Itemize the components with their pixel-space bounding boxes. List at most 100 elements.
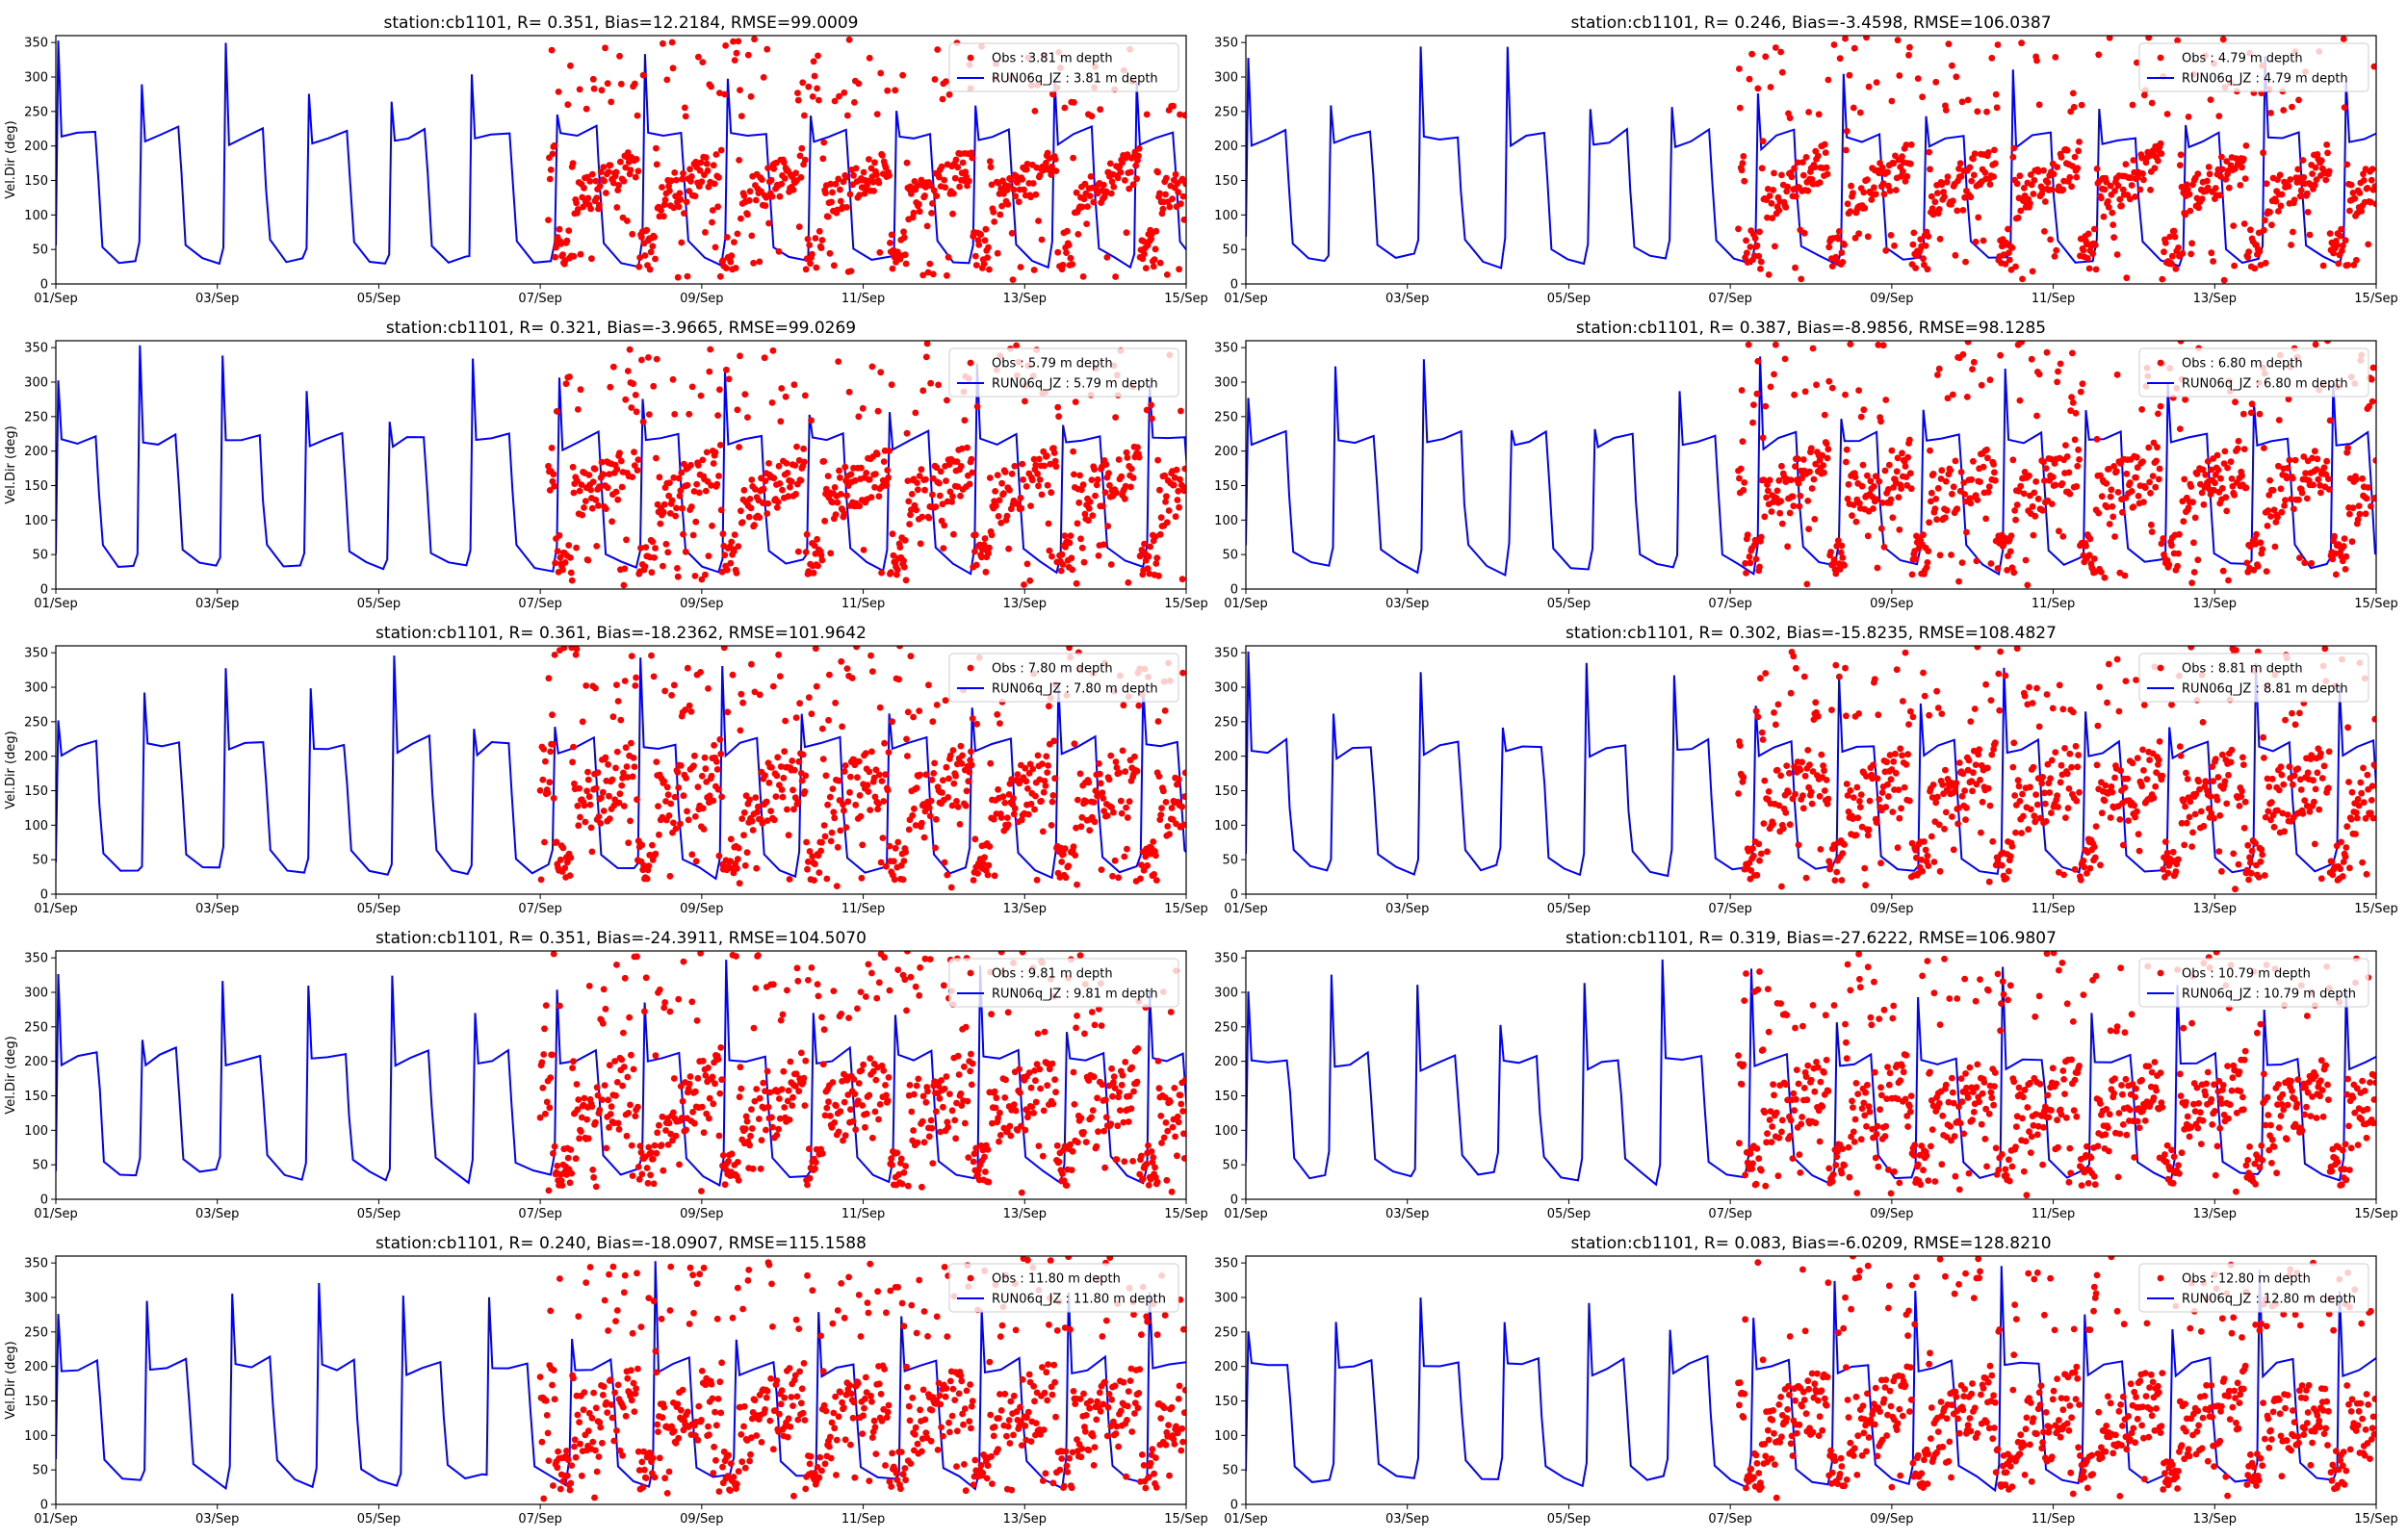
obs-point — [682, 548, 689, 555]
obs-point — [996, 720, 1003, 727]
obs-point — [1825, 446, 1832, 453]
obs-point — [1825, 795, 1832, 803]
obs-point — [968, 149, 975, 157]
obs-point — [599, 788, 607, 796]
obs-point — [807, 260, 814, 268]
obs-point — [703, 160, 711, 167]
obs-point — [628, 1142, 635, 1149]
obs-point — [573, 544, 580, 552]
obs-point — [540, 746, 548, 753]
obs-point — [597, 820, 605, 827]
obs-point — [592, 784, 600, 792]
obs-point — [2140, 91, 2148, 99]
obs-point — [1856, 500, 1863, 507]
obs-point — [1797, 766, 1804, 774]
chart-title: station:cb1101, R= 0.302, Bias=-15.8235,… — [1566, 624, 2057, 643]
obs-point — [622, 396, 630, 403]
obs-point — [2124, 775, 2132, 783]
obs-point — [835, 175, 842, 183]
obs-point — [594, 769, 602, 777]
obs-point — [2267, 816, 2274, 824]
obs-point — [585, 472, 593, 478]
obs-point — [2230, 222, 2238, 230]
obs-point — [2058, 480, 2066, 487]
obs-point — [653, 144, 660, 152]
obs-point — [954, 164, 962, 171]
obs-point — [910, 713, 917, 721]
obs-point — [2262, 813, 2269, 821]
obs-point — [1978, 829, 1984, 836]
obs-point — [1906, 470, 1914, 477]
obs-point — [992, 488, 998, 495]
obs-point — [1019, 460, 1026, 468]
obs-point — [1971, 150, 1979, 158]
obs-point — [635, 263, 643, 270]
obs-point — [1888, 447, 1896, 454]
obs-point — [1740, 486, 1747, 494]
obs-point — [1022, 398, 1028, 405]
obs-point — [608, 98, 615, 106]
obs-point — [697, 159, 705, 167]
obs-point — [864, 782, 871, 789]
obs-point — [1085, 517, 1092, 525]
obs-point — [1931, 198, 1939, 206]
obs-point — [2239, 472, 2245, 479]
obs-point — [1778, 171, 1785, 179]
obs-point — [1112, 758, 1120, 765]
obs-point — [734, 230, 741, 238]
obs-point — [724, 708, 732, 716]
obs-point — [1906, 43, 1913, 51]
obs-point — [1885, 461, 1893, 469]
obs-point — [1980, 463, 1987, 471]
obs-point — [2110, 234, 2118, 242]
obs-point — [854, 774, 861, 782]
obs-point — [1060, 851, 1067, 858]
obs-point — [819, 155, 827, 163]
obs-point — [588, 1103, 596, 1110]
obs-point — [737, 352, 743, 360]
obs-point — [762, 772, 768, 779]
obs-point — [1180, 216, 1186, 223]
obs-point — [672, 825, 680, 833]
obs-point — [642, 544, 650, 551]
obs-point — [860, 168, 867, 176]
obs-point — [604, 484, 611, 492]
obs-point — [2340, 543, 2347, 550]
obs-point — [2340, 36, 2347, 42]
obs-point — [856, 792, 864, 799]
obs-point — [636, 254, 643, 261]
obs-point — [2123, 274, 2131, 282]
obs-point — [2205, 164, 2213, 170]
obs-point — [1955, 759, 1963, 766]
obs-point — [801, 112, 808, 119]
obs-point — [541, 838, 548, 846]
obs-point — [624, 149, 632, 156]
obs-point — [2219, 567, 2227, 575]
obs-point — [841, 510, 848, 518]
obs-series — [1735, 341, 2376, 589]
obs-point — [2012, 516, 2019, 524]
obs-point — [1821, 469, 1827, 476]
obs-point — [2227, 758, 2235, 766]
obs-point — [624, 368, 632, 374]
obs-point — [1799, 805, 1807, 812]
obs-point — [1010, 795, 1017, 802]
obs-point — [2049, 705, 2057, 712]
obs-point — [544, 789, 552, 797]
obs-point — [1878, 789, 1886, 796]
obs-point — [670, 204, 678, 212]
obs-point — [2306, 808, 2314, 815]
obs-point — [580, 203, 586, 211]
obs-point — [577, 813, 583, 821]
obs-point — [637, 1148, 645, 1156]
obs-point — [2013, 180, 2021, 188]
obs-point — [2178, 819, 2186, 827]
obs-point — [1971, 706, 1979, 712]
obs-point — [660, 500, 668, 508]
obs-point — [675, 995, 683, 1003]
obs-point — [668, 38, 676, 46]
obs-point — [1751, 536, 1759, 544]
obs-point — [948, 802, 956, 809]
obs-point — [1879, 342, 1887, 349]
obs-point — [588, 170, 596, 178]
